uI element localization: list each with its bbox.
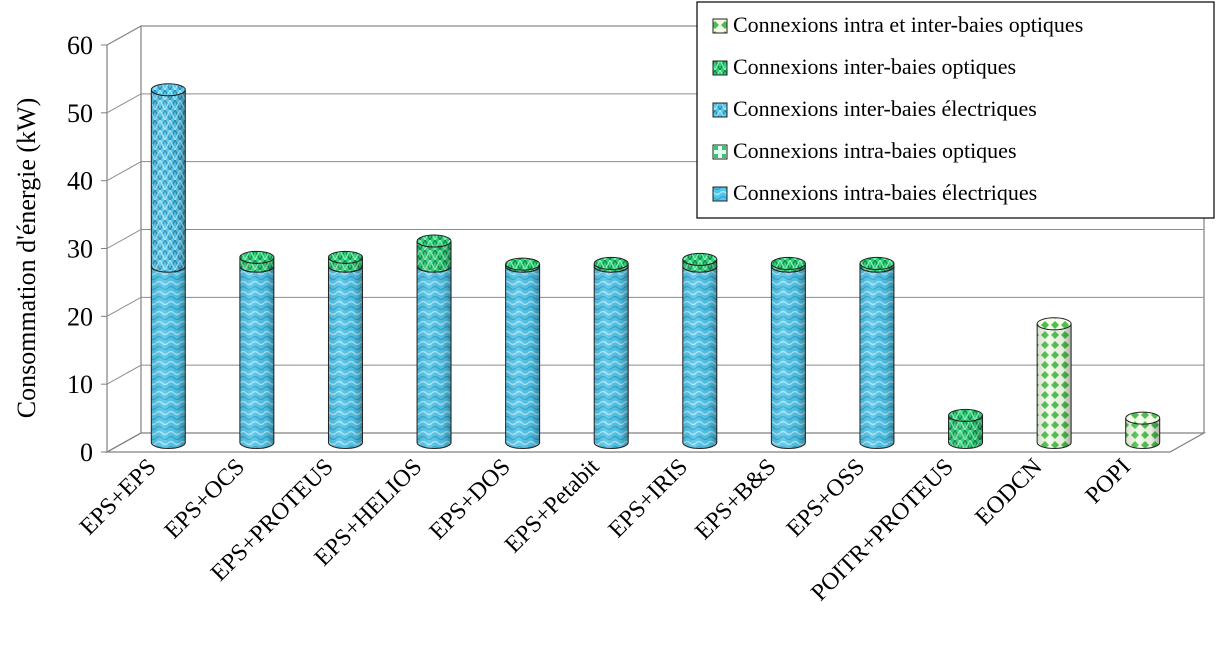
bar-stack	[327, 250, 363, 449]
x-category-label: EODCN	[971, 454, 1048, 531]
legend-swatch	[712, 144, 728, 160]
bar-shading	[328, 257, 363, 273]
bar-cap	[1125, 411, 1161, 425]
bar-cap	[327, 250, 363, 264]
legend-swatch	[712, 102, 728, 118]
bar-stack	[1036, 317, 1072, 449]
bar-stack	[416, 234, 452, 449]
bars	[150, 83, 1161, 449]
bar-shading	[948, 415, 983, 449]
bar-shading	[417, 266, 452, 449]
y-tick-label: 50	[67, 99, 93, 128]
legend-swatch	[712, 60, 728, 76]
bar-cap	[770, 256, 806, 270]
bar-stack	[948, 408, 984, 449]
x-category-label: EPS+B&S	[690, 454, 781, 545]
legend: Connexions intra et inter-baies optiques…	[696, 1, 1215, 219]
bar-shading	[859, 266, 894, 449]
bar-stack	[859, 256, 895, 449]
bar-shading	[505, 266, 540, 449]
bar-cap	[416, 234, 452, 248]
legend-entry-label: Connexions inter-baies électriques	[733, 96, 1037, 121]
x-category-label: POPI	[1081, 454, 1136, 509]
x-category-label: EPS+DOS	[425, 454, 516, 545]
bar-stack	[239, 250, 275, 449]
bar-stack	[593, 256, 629, 449]
bar-cap	[150, 83, 186, 97]
bar-stack	[770, 256, 806, 449]
y-tick-label: 30	[67, 235, 93, 264]
bar-shading	[151, 89, 186, 273]
bar-stack	[150, 83, 186, 449]
y-tick-label: 60	[67, 31, 93, 60]
gridline	[106, 364, 1204, 385]
bar-shading	[151, 266, 186, 449]
bar-shading	[239, 257, 274, 273]
bar-shading	[1125, 418, 1160, 449]
bar-shading	[594, 263, 629, 273]
legend-entry-label: Connexions intra-baies électriques	[733, 180, 1037, 205]
legend-swatch	[712, 18, 728, 34]
bar-shading	[594, 266, 629, 449]
x-axis-categories: EPS+EPSEPS+OCSEPS+PROTEUSEPS+HELIOSEPS+D…	[75, 454, 1136, 607]
y-tick-label: 40	[67, 167, 93, 196]
x-category-label: EPS+OSS	[782, 454, 870, 542]
legend-entry-label: Connexions intra-baies optiques	[733, 138, 1017, 163]
bar-shading	[239, 266, 274, 449]
legend-entry-label: Connexions inter-baies optiques	[733, 54, 1016, 79]
y-axis-label: Consommation d'énergie (kW)	[12, 98, 41, 418]
bar-cap	[593, 256, 629, 270]
bar-shading	[682, 266, 717, 449]
bar-cap	[505, 257, 541, 271]
gridline	[106, 296, 1204, 317]
y-tick-label: 0	[80, 438, 93, 467]
x-category-label: EPS+OCS	[160, 454, 250, 544]
bar-stack	[505, 257, 541, 449]
bar-shading	[1037, 323, 1072, 449]
y-tick-label: 20	[67, 302, 93, 331]
bar-stack	[682, 252, 718, 449]
bar-shading	[771, 266, 806, 449]
x-category-label: EPS+IRIS	[604, 454, 693, 543]
bar-cap	[682, 252, 718, 266]
bar-shading	[417, 241, 452, 273]
legend-entry-label: Connexions intra et inter-baies optiques	[733, 12, 1083, 37]
bar-shading	[328, 266, 363, 449]
bar-shading	[771, 263, 806, 273]
bar-shading	[505, 264, 540, 273]
y-axis-ticks: 0 10 20 30 40 50 60	[67, 31, 107, 467]
bar-cap	[239, 250, 275, 264]
gridline	[106, 229, 1204, 249]
y-tick-label: 10	[67, 370, 93, 399]
bar-cap	[948, 408, 984, 422]
bar-cap	[859, 256, 895, 270]
bar-shading	[859, 263, 894, 273]
bar-stack	[1125, 411, 1161, 449]
legend-swatch	[712, 186, 728, 202]
x-category-label: EPS+Petabit	[500, 454, 605, 559]
legend-box	[696, 1, 1215, 219]
bar-cap	[1036, 317, 1072, 331]
